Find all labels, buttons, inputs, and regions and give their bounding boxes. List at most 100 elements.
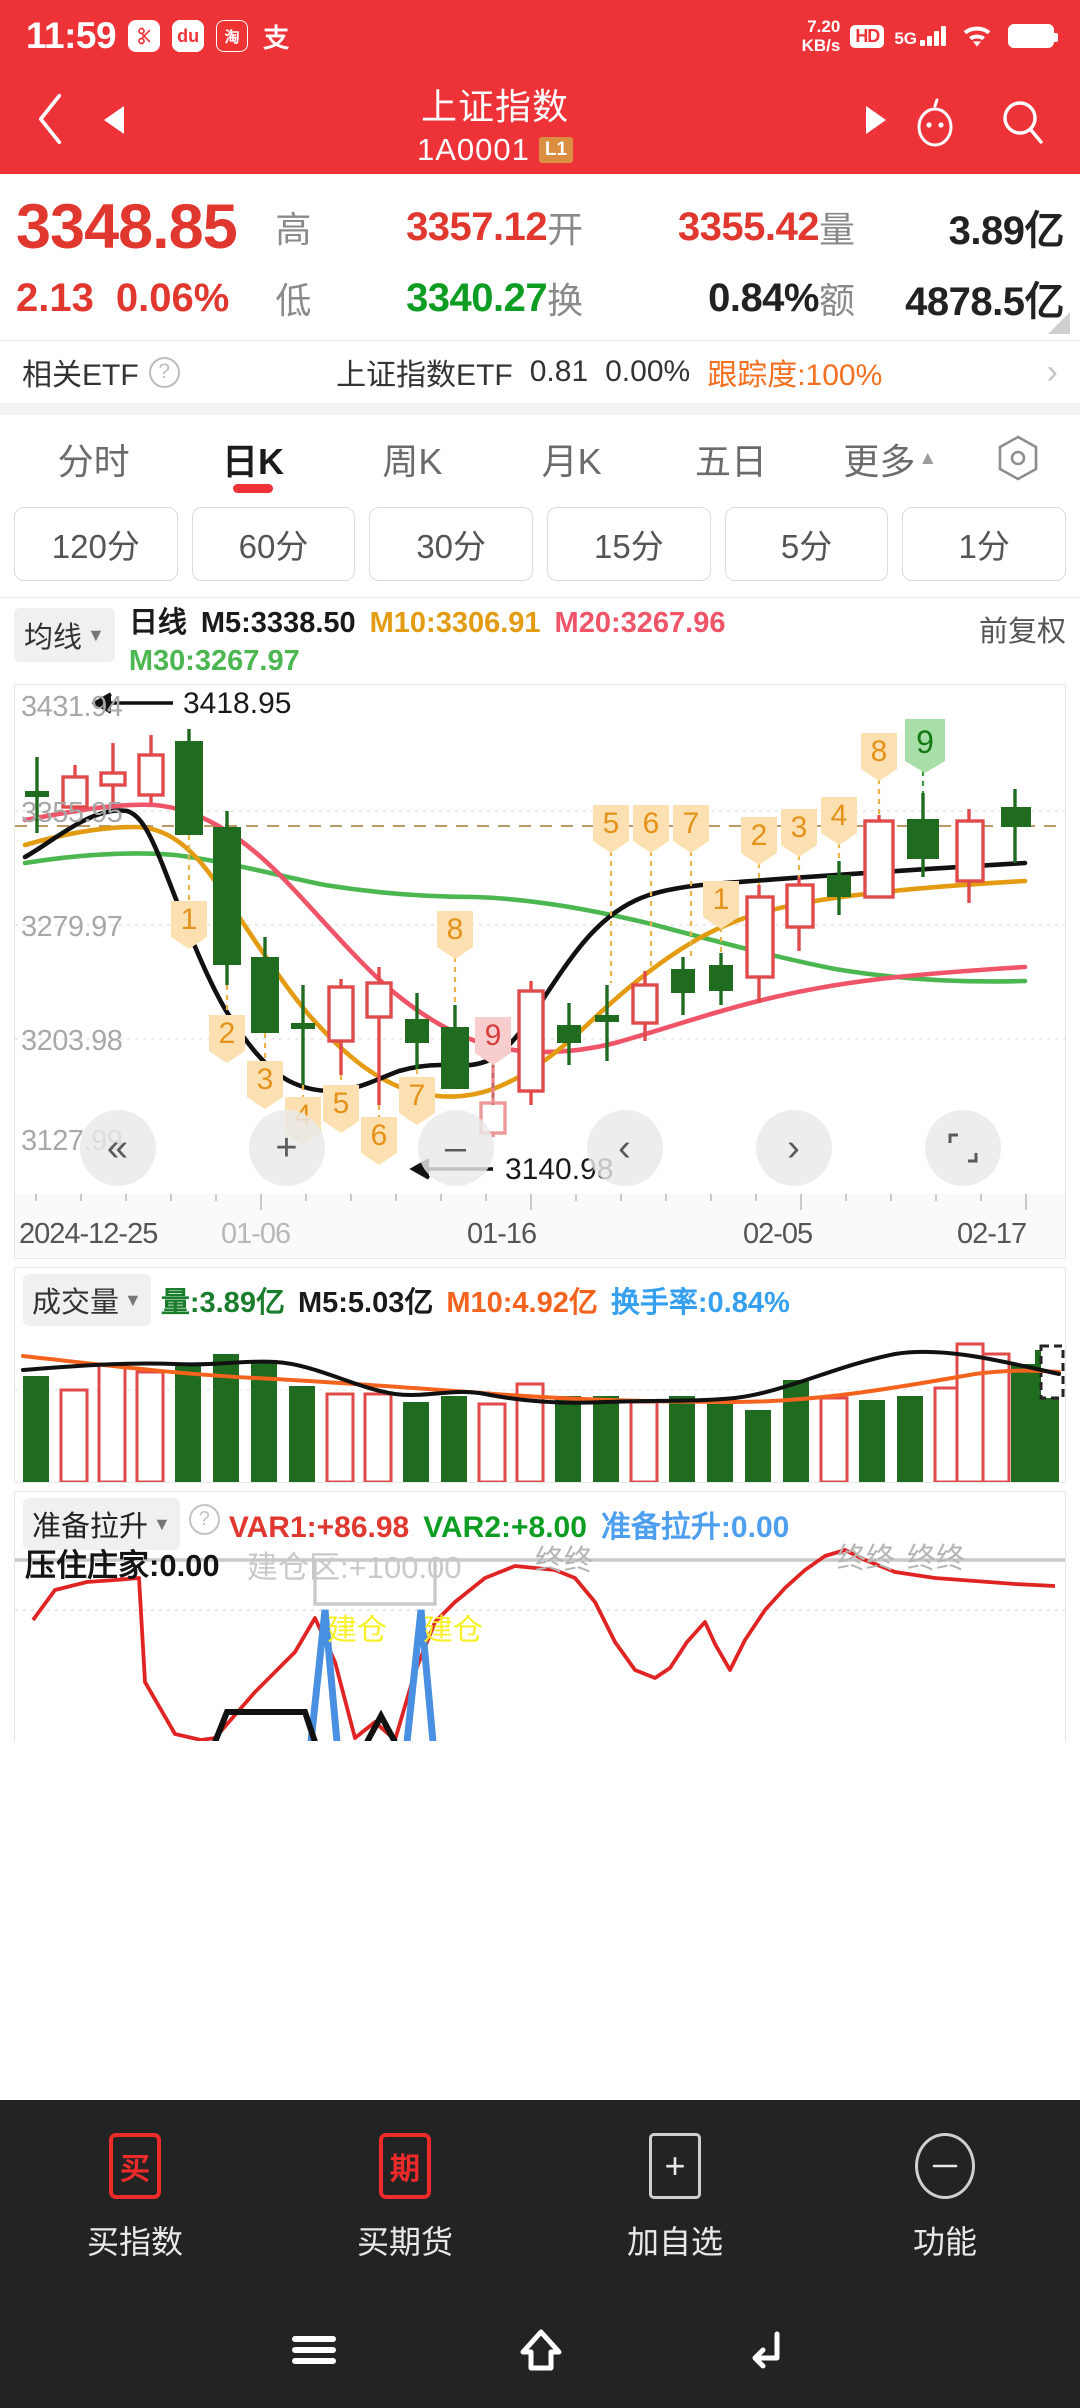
nav-buy-index[interactable]: 买 买指数 — [0, 2133, 270, 2263]
back-icon[interactable] — [741, 2324, 793, 2381]
chip-30min[interactable]: 30分 — [369, 507, 534, 581]
ma-m20: M20:3267.96 — [554, 607, 726, 639]
zoom-out-icon[interactable]: – — [417, 1110, 494, 1186]
svg-text:5: 5 — [603, 807, 620, 840]
build-label-0: 建仓 — [327, 1614, 387, 1647]
volume-value: 量:3.89亿 — [160, 1287, 285, 1319]
svg-text:2: 2 — [219, 1017, 236, 1050]
turnover-rate-label: 换 — [547, 280, 584, 321]
status-bar-left: 11:59 du 淘 支 — [26, 15, 292, 57]
expand-corner-icon[interactable] — [1048, 312, 1070, 334]
tab-more[interactable]: 更多 ▲ — [811, 415, 970, 503]
chip-120min[interactable]: 120分 — [14, 507, 178, 581]
volume-m5: M5:5.03亿 — [297, 1287, 434, 1319]
scroll-right-icon[interactable]: › — [755, 1110, 832, 1186]
adjust-label[interactable]: 前复权 — [978, 616, 1066, 648]
fast-rewind-icon[interactable]: « — [79, 1110, 156, 1186]
scissors-app-icon — [128, 20, 161, 52]
functions-icon — [915, 2133, 975, 2199]
etf-tracking: 跟踪度:100% — [707, 359, 883, 392]
indicator-selector-label: 准备拉升 — [32, 1511, 149, 1543]
nav-buy-futures[interactable]: 期 买期货 — [270, 2133, 540, 2263]
network-speed-value: 7.20 — [807, 17, 841, 36]
chip-1min[interactable]: 1分 — [902, 507, 1067, 581]
volume-panel[interactable]: 成交量 ▼ 量:3.89亿 M5:5.03亿 M10:4.92亿 换手率:0.84% — [14, 1267, 1066, 1484]
menu-icon[interactable] — [287, 2329, 341, 2376]
scroll-left-icon[interactable]: ‹ — [586, 1110, 663, 1186]
chart-type-tabs: 分时 日K 周K 月K 五日 更多 ▲ — [0, 415, 1080, 503]
svg-text:3: 3 — [791, 811, 808, 844]
stock-code: 1A0001 — [416, 132, 530, 167]
wifi-icon — [963, 26, 991, 47]
price-change: 2.13 0.06% — [16, 276, 275, 321]
status-bar: 11:59 du 淘 支 7.20 KB/s HD 5G — [0, 0, 1080, 72]
next-triangle-icon[interactable] — [860, 103, 890, 143]
chevron-down-icon: ▼ — [153, 1513, 171, 1534]
y-axis-label-3: 3203.98 — [21, 1025, 123, 1057]
date-labels: 2024-12-25 01-06 01-16 02-05 02-17 — [15, 1210, 1065, 1258]
hd-icon: HD — [850, 24, 885, 48]
low-label: 低 — [275, 280, 312, 321]
last-price: 3348.85 — [16, 192, 238, 262]
chip-60min[interactable]: 60分 — [191, 507, 356, 581]
tab-label: 五日 — [694, 441, 767, 482]
ma-m5: M5:3338.50 — [200, 607, 356, 639]
svg-text:8: 8 — [447, 913, 464, 946]
bottom-nav-items: 买 买指数 期 买期货 + 加自选 功能 — [0, 2100, 1080, 2296]
signal-bars — [920, 26, 946, 46]
tab-five-day[interactable]: 五日 — [651, 415, 810, 503]
indicator-zone-label: 建仓区:+100.00 — [247, 1550, 462, 1585]
quote-panel[interactable]: 3348.85 高 3357.12 开 3355.42 量 3.89亿 2.13… — [0, 174, 1080, 341]
axis-ticks — [15, 1194, 1065, 1210]
home-icon[interactable] — [515, 2324, 567, 2381]
volume-m10: M10:4.92亿 — [446, 1287, 598, 1319]
turnover-rate-value: 0.84% — [708, 275, 819, 320]
candlestick-chart[interactable]: 1 2 3 4 5 6 7 8 9 — [14, 684, 1066, 1194]
tab-label: 更多 — [843, 441, 916, 482]
title-bar: 上证指数 1A0001 L1 — [0, 72, 1080, 174]
date-label-2: 01-16 — [467, 1217, 537, 1250]
end-label-1: 终终 — [837, 1542, 895, 1575]
svg-text:9: 9 — [916, 724, 934, 760]
chevron-down-icon: ▼ — [87, 624, 105, 645]
ma-selector-label: 均线 — [24, 622, 83, 654]
network-speed-unit: KB/s — [801, 36, 841, 55]
tab-weekly-k[interactable]: 周K — [333, 415, 492, 503]
tab-daily-k[interactable]: 日K — [173, 415, 332, 503]
question-mark-icon[interactable]: ? — [148, 356, 180, 388]
chip-15min[interactable]: 15分 — [547, 507, 711, 581]
related-etf-row[interactable]: 相关ETF ? 上证指数ETF 0.81 0.00% 跟踪度:100% › — [0, 341, 1080, 415]
back-chevron-icon[interactable] — [30, 88, 100, 159]
zoom-in-icon[interactable]: + — [248, 1110, 325, 1186]
date-label-0: 2024-12-25 — [19, 1217, 158, 1250]
system-navigation — [0, 2296, 1080, 2408]
robot-icon[interactable] — [908, 96, 962, 150]
indicator-selector[interactable]: 准备拉升 ▼ — [23, 1498, 180, 1550]
indicator-panel[interactable]: 准备拉升 ▼ ? VAR1:+86.98 VAR2:+8.00 准备拉升:0.00 … — [14, 1491, 1066, 1741]
chevron-down-icon: ▼ — [124, 1289, 142, 1310]
prev-triangle-icon[interactable] — [100, 103, 130, 143]
network-type-label: 5G — [894, 29, 917, 48]
end-label-2: 终终 — [907, 1542, 965, 1575]
chip-5min[interactable]: 5分 — [724, 507, 889, 581]
search-icon[interactable] — [996, 96, 1050, 150]
low-value: 3340.27 — [406, 275, 548, 320]
etf-name: 上证指数ETF — [336, 359, 513, 392]
indicator-var1: VAR1:+86.98 — [228, 1511, 410, 1544]
nav-label: 买指数 — [86, 2224, 183, 2260]
tab-monthly-k[interactable]: 月K — [492, 415, 651, 503]
question-mark-icon[interactable]: ? — [188, 1504, 220, 1535]
fullscreen-icon[interactable] — [924, 1110, 1001, 1186]
tab-fenshi[interactable]: 分时 — [14, 415, 173, 503]
ma-selector[interactable]: 均线 ▼ — [14, 608, 115, 662]
chevron-right-icon[interactable]: › — [1046, 352, 1058, 391]
volume-selector[interactable]: 成交量 ▼ — [23, 1274, 151, 1326]
ma-m10: M10:3306.91 — [369, 607, 541, 639]
volume-header: 成交量 ▼ 量:3.89亿 M5:5.03亿 M10:4.92亿 换手率:0.84% — [15, 1268, 1065, 1332]
nav-functions[interactable]: 功能 — [810, 2133, 1080, 2263]
nav-add-watchlist[interactable]: + 加自选 — [540, 2133, 810, 2263]
buy-index-icon: 买 — [109, 2133, 161, 2199]
quote-row-1: 3348.85 高 3357.12 开 3355.42 量 3.89亿 — [16, 188, 1065, 266]
settings-hex-icon[interactable] — [970, 431, 1066, 487]
